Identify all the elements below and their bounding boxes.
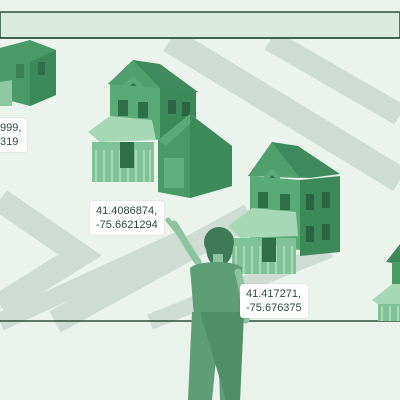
house-left-partial [0,40,56,106]
coordinate-longitude: -75.6621294 [96,218,158,232]
coordinate-longitude: 319 [0,135,21,149]
coordinate-longitude: -75.676375 [246,301,302,315]
coordinate-latitude: 41.4086874, [96,204,158,218]
coordinate-label-left: 999, 319 [0,118,27,152]
coordinate-label-right: 41.417271, -75.676375 [240,284,308,318]
coordinate-latitude: 41.417271, [246,287,302,301]
top-bar [0,12,400,38]
coordinate-latitude: 999, [0,121,21,135]
coordinate-label-center: 41.4086874, -75.6621294 [90,201,164,235]
